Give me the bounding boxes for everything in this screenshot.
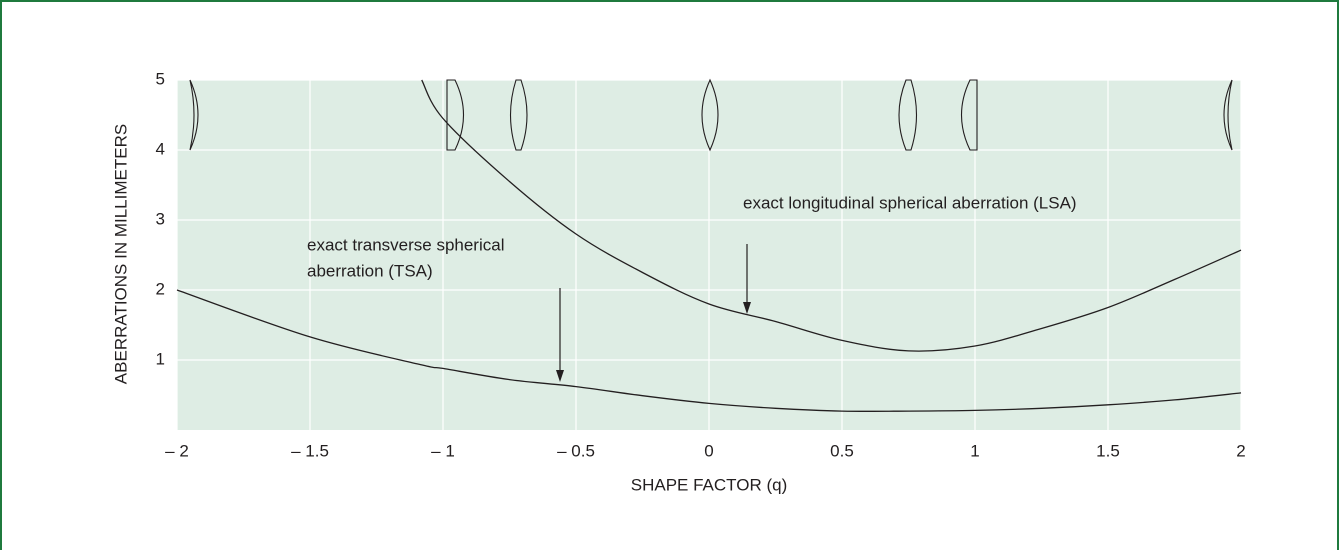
x-tick-label: 1 <box>970 441 979 460</box>
x-tick-label: 0.5 <box>830 441 854 460</box>
y-axis-label: ABERRATIONS IN MILLIMETERS <box>111 124 130 384</box>
annotation: aberration (TSA) <box>307 261 433 280</box>
line-series <box>176 289 1242 412</box>
lens-icon <box>189 79 199 151</box>
arrowhead <box>743 302 751 314</box>
curves <box>176 79 1242 412</box>
lens-icon <box>446 79 464 151</box>
lens-icon <box>961 79 978 151</box>
y-tick-label: 4 <box>156 139 165 158</box>
y-tick-label: 5 <box>156 69 165 88</box>
annotation: exact transverse spherical <box>307 235 504 254</box>
lens-icon <box>898 79 917 151</box>
x-tick-label: – 0.5 <box>557 441 595 460</box>
x-tick-label: – 2 <box>165 441 189 460</box>
x-tick-label: – 1.5 <box>291 441 329 460</box>
x-tick-label: 0 <box>704 441 713 460</box>
lens-icon <box>701 78 719 152</box>
line-series <box>421 79 1242 352</box>
lens-icons <box>189 78 1233 152</box>
annotation: exact longitudinal spherical aberration … <box>743 193 1077 212</box>
lens-icon <box>1223 79 1233 151</box>
y-tick-label: 2 <box>156 279 165 298</box>
x-tick-label: 2 <box>1236 441 1245 460</box>
x-tick-label: 1.5 <box>1096 441 1120 460</box>
lens-icon <box>510 79 528 151</box>
x-tick-label: – 1 <box>431 441 455 460</box>
y-tick-label: 1 <box>156 349 165 368</box>
x-axis-label: SHAPE FACTOR (q) <box>631 475 788 494</box>
y-tick-label: 3 <box>156 209 165 228</box>
arrowhead <box>556 370 564 382</box>
